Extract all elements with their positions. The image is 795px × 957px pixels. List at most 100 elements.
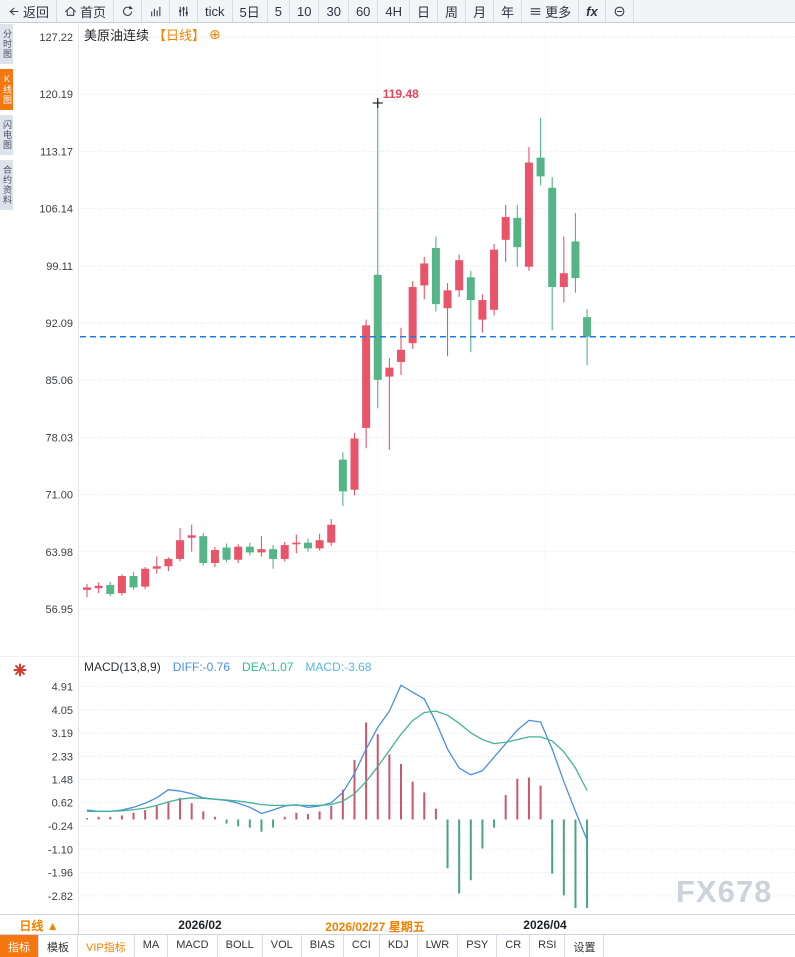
toolbar-button-label: 更多 (545, 4, 572, 20)
x-axis-label: 2026/02 (178, 918, 222, 932)
toolbar-button-label: 周 (445, 4, 459, 20)
toolbar-button-period-month[interactable]: 月 (466, 0, 495, 22)
toolbar-button-period-10min[interactable]: 10 (290, 0, 320, 22)
svg-text:127.22: 127.22 (39, 32, 73, 44)
svg-text:92.09: 92.09 (45, 318, 73, 330)
svg-text:0.62: 0.62 (52, 798, 73, 810)
toolbar-button-label: 30 (326, 3, 341, 19)
x-axis-label-selected: 2026/02/27 星期五 (325, 920, 425, 934)
toolbar-button-home[interactable]: 首页 (57, 0, 115, 22)
back-icon (7, 5, 20, 18)
svg-text:4.05: 4.05 (52, 705, 73, 717)
sidebar-item-contract-info[interactable]: 合约资料 (0, 160, 13, 210)
tab-cci[interactable]: CCI (344, 935, 380, 957)
tab-indicator[interactable]: 指标 (0, 935, 39, 957)
toolbar-button-label: 首页 (80, 4, 107, 20)
candlestick-series (83, 100, 592, 598)
svg-text:78.03: 78.03 (45, 432, 73, 444)
svg-text:106.14: 106.14 (39, 204, 73, 216)
tab-settings[interactable]: 设置 (565, 935, 605, 957)
chart-type-sidebar: 分时图 K线图闪电图合约资料 (0, 24, 13, 210)
bar-chart-icon (149, 5, 162, 18)
svg-text:4.91: 4.91 (52, 681, 73, 693)
toolbar-button-period-week[interactable]: 周 (438, 0, 467, 22)
chart-title: 美原油连续 【日线】 ⊕ (84, 25, 221, 44)
toolbar-button-period-5day[interactable]: 5日 (233, 0, 268, 22)
sidebar-item-time-chart[interactable]: 分时图 (0, 24, 13, 64)
tab-cr[interactable]: CR (497, 935, 531, 957)
toolbar-button-label: 4H (385, 3, 403, 19)
toolbar-button-period-tick[interactable]: tick (198, 0, 233, 22)
period-badge: 【日线】 (153, 28, 206, 43)
tab-lwr[interactable]: LWR (418, 935, 459, 957)
expand-icon[interactable]: ⊕ (209, 26, 221, 42)
tab-psy[interactable]: PSY (458, 935, 498, 957)
toolbar-button-label: 月 (473, 4, 487, 20)
macd-name: MACD(13,8,9) (84, 660, 161, 674)
x-axis: 2026/02 2026/02/27 星期五 2026/04 (78, 914, 795, 935)
panel-frame (0, 23, 795, 914)
toolbar-button-zoom-out[interactable] (606, 0, 634, 22)
macd-histogram (86, 722, 589, 908)
toolbar-button-back[interactable]: 返回 (0, 0, 58, 22)
svg-text:-1.10: -1.10 (48, 844, 73, 856)
high-annotation: 119.48 (372, 87, 419, 109)
toolbar-button-fx[interactable]: fx (579, 0, 606, 22)
toolbar-button-label: 年 (501, 4, 515, 20)
tab-boll[interactable]: BOLL (218, 935, 263, 957)
current-period-selector[interactable]: 日线 ▲ (0, 914, 79, 935)
svg-text:119.48: 119.48 (383, 87, 419, 101)
tab-template[interactable]: 模板 (39, 935, 78, 957)
toolbar-button-indicator-settings[interactable] (170, 0, 199, 22)
svg-text:3.19: 3.19 (52, 728, 73, 740)
symbol-name: 美原油连续 (84, 28, 150, 43)
toolbar-button-period-day[interactable]: 日 (410, 0, 439, 22)
sliders-icon (177, 5, 190, 18)
toolbar-button-label: 5日 (239, 4, 260, 20)
toolbar-button-period-30min[interactable]: 30 (319, 0, 349, 22)
toolbar: 返回 首页 tick 5日 5 10 30 60 4H 日周月年 更多 fx (0, 0, 795, 23)
toolbar-button-chart-style[interactable] (142, 0, 171, 22)
toolbar-button-period-4h[interactable]: 4H (378, 0, 411, 22)
macd-dea-value: DEA:1.07 (242, 660, 294, 674)
toolbar-button-label: tick (205, 3, 225, 19)
toolbar-button-label: 60 (355, 3, 371, 19)
svg-text:-1.96: -1.96 (48, 868, 73, 880)
toolbar-button-label: 5 (274, 3, 282, 19)
tab-macd[interactable]: MACD (168, 935, 218, 957)
svg-text:63.98: 63.98 (45, 547, 73, 559)
toolbar-button-label: 10 (297, 3, 312, 19)
svg-text:120.19: 120.19 (39, 89, 73, 101)
toolbar-button-period-year[interactable]: 年 (494, 0, 523, 22)
sidebar-item-lightning-chart[interactable]: 闪电图 (0, 115, 13, 155)
refresh-icon (121, 5, 134, 18)
indicator-tabs: 指标 模板 VIP指标 MA MACD BOLL VOL BIAS CCI KDJ LWR PSY CR… (0, 934, 795, 957)
price-axis-labels: 127.22 120.19 113.17 106.14 99.11 92.09 85.06 7… (39, 32, 73, 903)
svg-text:-0.24: -0.24 (48, 821, 73, 833)
watermark: FX678 (676, 874, 773, 909)
tab-rsi[interactable]: RSI (530, 935, 566, 957)
toolbar-button-label: 日 (417, 4, 431, 20)
menu-icon (529, 5, 542, 18)
circle-minus-icon (613, 5, 626, 18)
tab-vip-indicator[interactable]: VIP指标 (78, 935, 135, 957)
svg-text:2.33: 2.33 (52, 751, 73, 763)
svg-text:85.06: 85.06 (45, 375, 73, 387)
toolbar-button-period-60min[interactable]: 60 (349, 0, 379, 22)
toolbar-button-more[interactable]: 更多 (522, 0, 580, 22)
indicator-flower-icon[interactable] (13, 663, 27, 682)
tab-kdj[interactable]: KDJ (380, 935, 418, 957)
tab-ma[interactable]: MA (135, 935, 169, 957)
tab-vol[interactable]: VOL (263, 935, 302, 957)
toolbar-button-refresh[interactable] (114, 0, 143, 22)
gridlines (80, 30, 795, 897)
toolbar-button-period-5min[interactable]: 5 (268, 0, 290, 22)
tab-bias[interactable]: BIAS (302, 935, 344, 957)
svg-text:56.95: 56.95 (45, 604, 73, 616)
sidebar-item-kline-chart[interactable]: K线图 (0, 69, 13, 110)
svg-text:-2.82: -2.82 (48, 891, 73, 903)
svg-text:1.48: 1.48 (52, 774, 73, 786)
macd-lines (86, 684, 588, 841)
svg-text:99.11: 99.11 (46, 261, 73, 273)
